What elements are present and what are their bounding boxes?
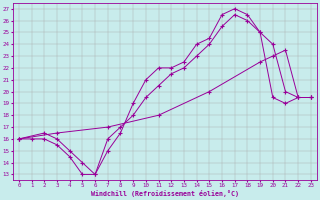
X-axis label: Windchill (Refroidissement éolien,°C): Windchill (Refroidissement éolien,°C) (91, 190, 239, 197)
